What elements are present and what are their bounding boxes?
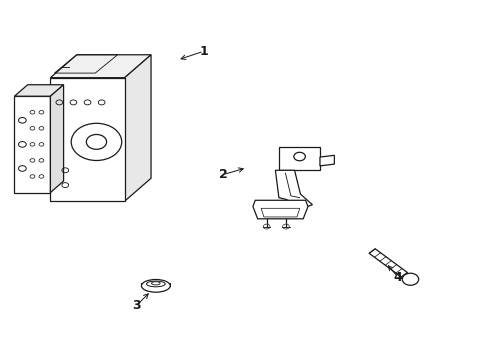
Circle shape: [402, 273, 418, 285]
Text: 4: 4: [393, 270, 402, 284]
Circle shape: [71, 123, 122, 161]
Polygon shape: [124, 55, 151, 201]
Polygon shape: [50, 85, 63, 193]
Polygon shape: [279, 147, 319, 170]
Text: 3: 3: [132, 299, 141, 312]
Polygon shape: [252, 200, 307, 219]
Polygon shape: [15, 96, 50, 193]
Ellipse shape: [141, 279, 170, 292]
Text: 1: 1: [199, 45, 208, 58]
Polygon shape: [15, 85, 63, 96]
Ellipse shape: [151, 282, 160, 285]
Polygon shape: [275, 170, 312, 208]
Polygon shape: [50, 78, 124, 201]
Ellipse shape: [146, 281, 165, 287]
Polygon shape: [368, 249, 407, 277]
Polygon shape: [50, 55, 151, 78]
Text: 2: 2: [218, 168, 227, 181]
Polygon shape: [319, 155, 334, 166]
